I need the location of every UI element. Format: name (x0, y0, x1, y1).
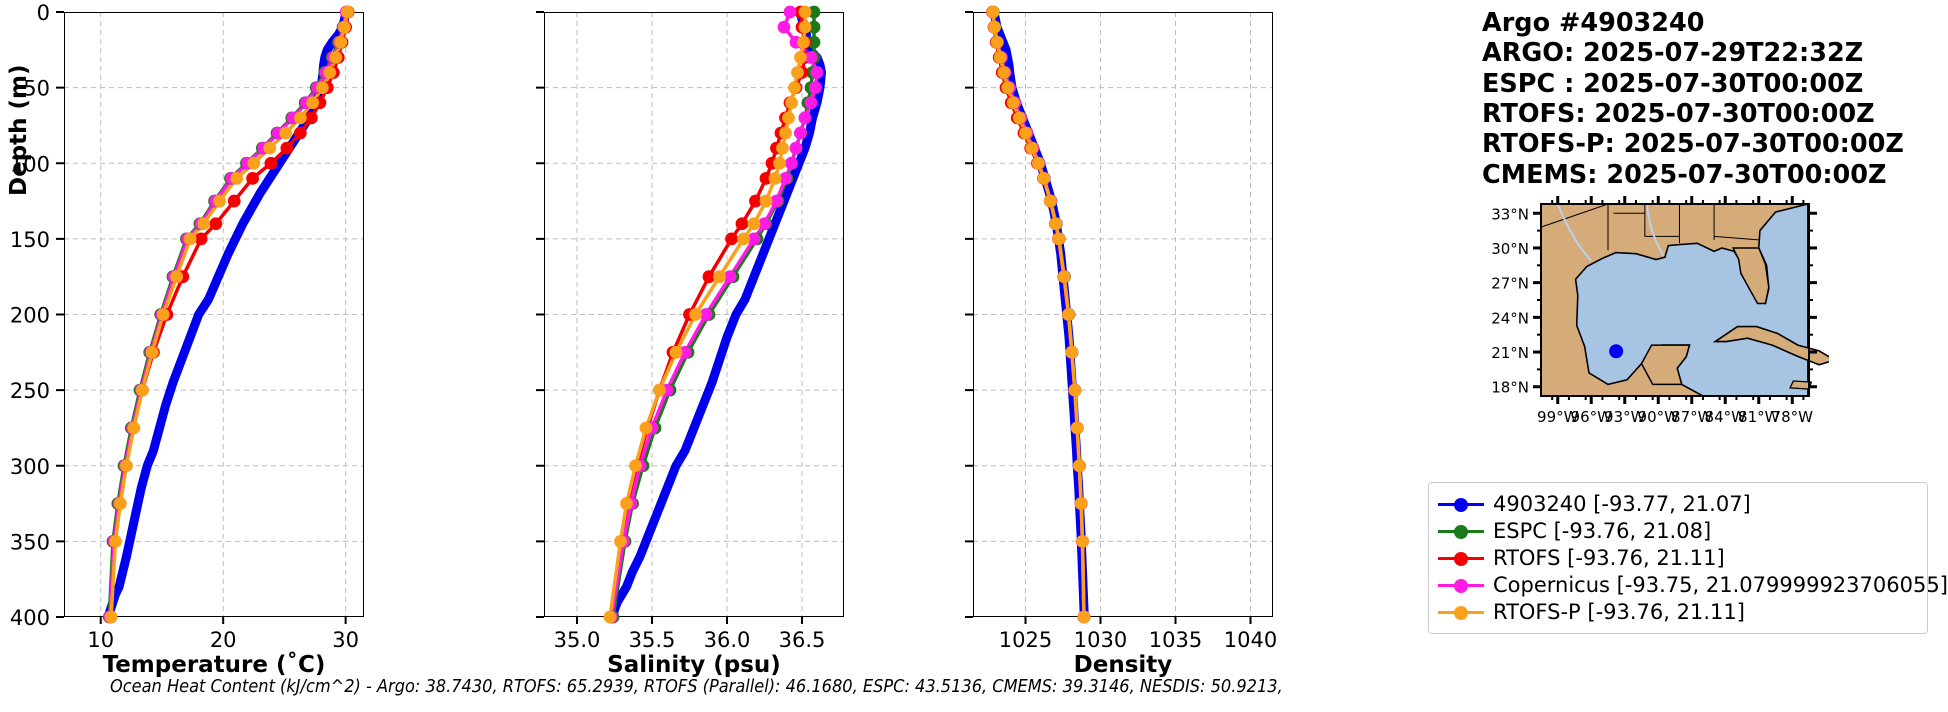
cmems-time-line: CMEMS: 2025-07-30T00:00Z (1482, 159, 1887, 190)
depth-ytick: 100 (10, 152, 50, 176)
rtofs-p-time-line: RTOFS-P: 2025-07-30T00:00Z (1482, 129, 1904, 160)
map-xtick: 84°W (1705, 408, 1747, 426)
map-profile-marker (1609, 344, 1624, 359)
legend-label-espc: ESPC [-93.76, 21.08] (1493, 518, 1712, 543)
salinity-profile-xtick: 35.0 (554, 628, 601, 652)
map-ytick: 27°N (1491, 275, 1529, 293)
temperature-panel: Temperature (˚C) 10 20 30 0 50 100 150 200 250 30… (10, 1, 364, 678)
map-xtick: 96°W (1571, 408, 1613, 426)
map-ytick: 33°N (1491, 205, 1529, 223)
legend-marker-copernicus (1438, 575, 1484, 595)
legend-marker-espc (1438, 521, 1484, 541)
legend-label-rtofs: RTOFS [-93.76, 21.11] (1493, 545, 1725, 570)
map-ytick: 24°N (1491, 309, 1529, 327)
map-xtick: 93°W (1604, 408, 1646, 426)
density-profile-xtick: 1025 (999, 628, 1052, 652)
legend-item[interactable]: RTOFS-P [-93.76, 21.11] (1438, 598, 1918, 625)
salinity-profile-xtick: 36.0 (704, 628, 751, 652)
map-xtick: 87°W (1671, 408, 1713, 426)
locator-map[interactable]: 33°N 30°N 27°N 24°N 21°N 18°N 99°W 96°W 93°W 90°W… (1489, 196, 1837, 436)
salinity-axis-label: Salinity (psu) (607, 652, 781, 678)
depth-ytick: 350 (10, 530, 50, 554)
legend-item[interactable]: Copernicus [-93.75, 21.079999923706055] (1438, 571, 1948, 598)
map-river (1646, 203, 1665, 257)
profile-panels: Depth (m) Temperature (˚C) 10 20 30 0 50 100 1… (6, 1, 1283, 697)
temperature-profile-xtick: 30 (332, 628, 359, 652)
legend-label-rtofs-p: RTOFS-P [-93.76, 21.11] (1493, 599, 1745, 624)
map-ytick: 18°N (1491, 379, 1529, 397)
temperature-profile-xtick: 20 (210, 628, 237, 652)
legend-label-argo: 4903240 [-93.77, 21.07] (1493, 491, 1751, 516)
map-border (1540, 203, 1609, 228)
depth-ytick: 400 (10, 606, 50, 630)
depth-ytick: 150 (10, 228, 50, 252)
temperature-axis-label: Temperature (˚C) (102, 652, 326, 678)
legend-marker-rtofs-p (1438, 602, 1484, 622)
map-florida (1731, 247, 1770, 305)
map-ytick: 21°N (1491, 344, 1529, 362)
temperature-profile-xtick: 10 (87, 628, 114, 652)
map-xtick: 78°W (1772, 408, 1814, 426)
locator-map-canvas[interactable]: 33°N 30°N 27°N 24°N 21°N 18°N 99°W96°W93°W90°W… (1489, 196, 1837, 436)
map-xtick: 81°W (1738, 408, 1780, 426)
density-profile-overlay: 1025 1030 1035 1040 (965, 5, 1277, 652)
map-xtick: 90°W (1638, 408, 1680, 426)
profile-metadata-block: Argo #4903240 ARGO: 2025-07-29T22:32Z ES… (1482, 8, 1942, 190)
depth-ytick: 0 (37, 1, 50, 25)
map-ytick: 30°N (1491, 240, 1529, 258)
density-profile-xtick: 1040 (1224, 628, 1277, 652)
density-profile-xtick: 1030 (1074, 628, 1127, 652)
argo-time-line: ARGO: 2025-07-29T22:32Z (1482, 38, 1864, 69)
depth-ytick: 200 (10, 304, 50, 328)
legend-item[interactable]: ESPC [-93.76, 21.08] (1438, 517, 1918, 544)
rtofs-time-line: RTOFS: 2025-07-30T00:00Z (1482, 99, 1875, 130)
depth-ytick: 300 (10, 455, 50, 479)
density-panel: Density 1025 1030 1035 1040 (965, 5, 1277, 678)
density-axis-label: Density (1073, 652, 1173, 678)
espc-time-line: ESPC : 2025-07-30T00:00Z (1482, 68, 1864, 99)
salinity-profile-xtick: 36.5 (779, 628, 826, 652)
map-border (1714, 235, 1759, 241)
legend-marker-rtofs (1438, 548, 1484, 568)
legend-label-copernicus: Copernicus [-93.75, 21.079999923706055] (1493, 572, 1948, 597)
density-profile-xtick: 1035 (1149, 628, 1202, 652)
ocean-heat-content-caption: Ocean Heat Content (kJ/cm^2) - Argo: 38.… (110, 676, 1283, 697)
legend-item[interactable]: 4903240 [-93.77, 21.07] (1438, 490, 1918, 517)
map-yucatan (1640, 344, 1691, 386)
map-river (1556, 203, 1592, 262)
series-legend: 4903240 [-93.77, 21.07] ESPC [-93.76, 21… (1428, 482, 1948, 634)
salinity-profile-xtick: 35.5 (629, 628, 676, 652)
salinity-panel: Salinity (psu) 35.0 35.5 36.0 36.5 (536, 5, 844, 678)
depth-ytick: 50 (23, 77, 50, 101)
map-xtick: 99°W (1537, 408, 1579, 426)
legend-item[interactable]: RTOFS [-93.76, 21.11] (1438, 544, 1918, 571)
salinity-profile-overlay: 35.0 35.5 36.0 36.5 (536, 5, 826, 652)
legend-marker-argo (1438, 494, 1484, 514)
depth-ytick: 250 (10, 379, 50, 403)
argo-id-line: Argo #4903240 (1482, 8, 1705, 38)
